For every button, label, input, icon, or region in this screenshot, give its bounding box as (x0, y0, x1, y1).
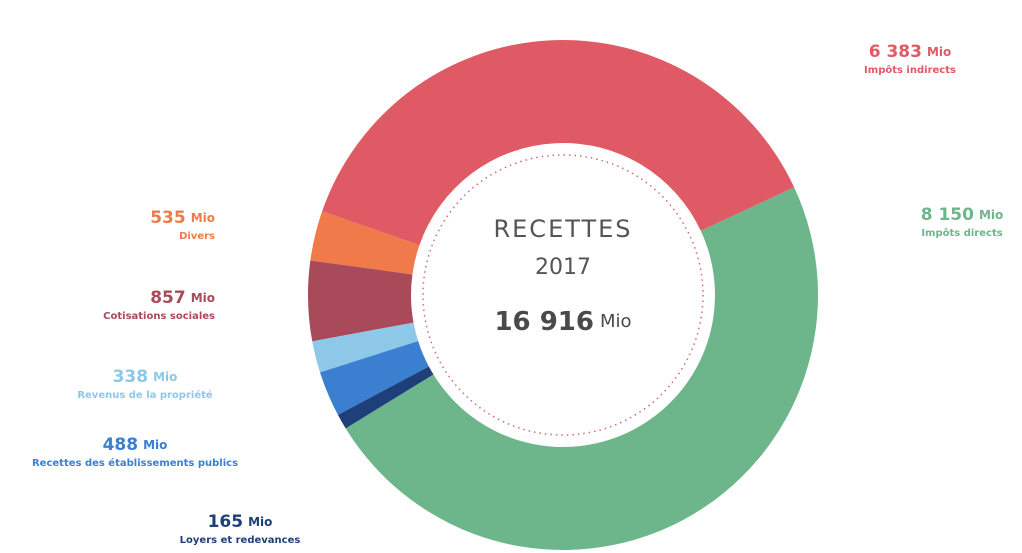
inner-ring (422, 154, 704, 436)
label-unit: Mio (248, 515, 272, 529)
label-category: Revenus de la propriété (77, 389, 213, 401)
segment-label: 165 Mio (208, 512, 273, 532)
label-category: Loyers et redevances (180, 535, 301, 546)
label-value: 535 (150, 208, 186, 228)
label-category: Recettes des établissements publics (32, 457, 238, 469)
center-title: RECETTES (493, 215, 632, 243)
segment-label: 8 150 Mio (921, 205, 1004, 225)
label-unit: Mio (191, 291, 215, 305)
segment-label: 535 Mio (150, 208, 215, 228)
label-unit: Mio (153, 370, 177, 384)
donut-segment (310, 211, 420, 275)
total-unit: Mio (600, 311, 632, 332)
label-unit: Mio (191, 211, 215, 225)
total-value: 16 916 (494, 307, 594, 337)
segment-label: 857 Mio (150, 288, 215, 308)
donut-segment (337, 366, 434, 429)
segment-label: 6 383 Mio (869, 42, 952, 62)
donut-segment (320, 341, 429, 415)
label-value: 488 (103, 435, 139, 455)
segment-label: 338 Mio (113, 367, 178, 387)
center-total: 16 916 Mio (494, 307, 631, 337)
label-category: Cotisations sociales (103, 311, 215, 322)
label-category: Impôts directs (921, 227, 1002, 239)
label-value: 857 (150, 288, 186, 308)
donut-segment (322, 40, 795, 246)
label-value: 338 (113, 367, 149, 387)
donut-segment (308, 260, 414, 342)
label-value: 165 (208, 512, 244, 532)
donut-segment (345, 187, 818, 550)
label-value: 8 150 (921, 205, 974, 225)
label-category: Divers (179, 231, 215, 242)
label-unit: Mio (927, 45, 951, 59)
donut-segment (312, 322, 419, 373)
label-unit: Mio (979, 208, 1003, 222)
segment-label: 488 Mio (103, 435, 168, 455)
label-unit: Mio (143, 438, 167, 452)
label-value: 6 383 (869, 42, 922, 62)
center-subtitle: 2017 (535, 255, 591, 280)
label-category: Impôts indirects (864, 64, 956, 76)
